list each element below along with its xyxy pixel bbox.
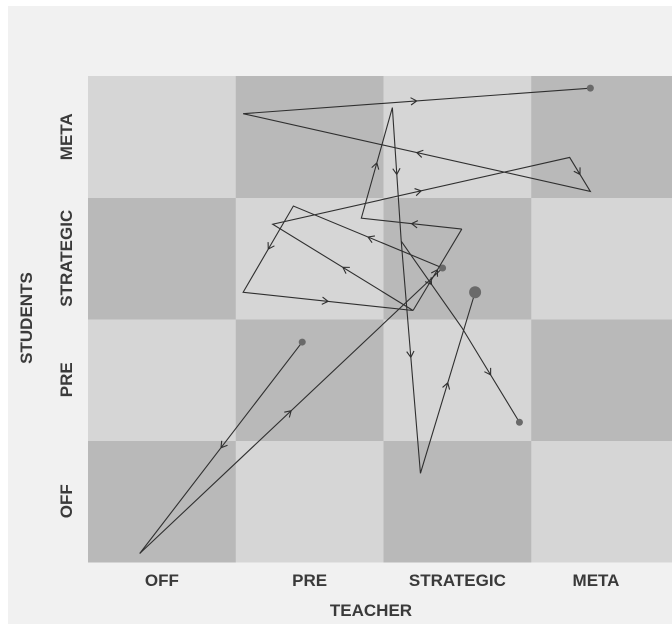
point-marker — [439, 264, 447, 272]
series-line — [400, 240, 520, 423]
direction-arrow — [410, 97, 418, 106]
grid-cell-pre-pre — [235, 319, 384, 441]
grid-cell-strategic-meta — [383, 76, 532, 198]
point-marker — [469, 286, 482, 299]
direction-arrow — [573, 167, 581, 176]
point-marker — [298, 338, 306, 346]
direction-arrow — [410, 220, 419, 229]
direction-arrow — [220, 440, 228, 449]
y-tick-labels: OFF PRE STRATEGIC META — [57, 113, 76, 518]
direction-arrow — [321, 296, 330, 305]
series-line — [400, 241, 476, 474]
x-tick-label: PRE — [292, 571, 327, 590]
grid-cell-strategic-strategic — [383, 197, 532, 320]
x-tick-labels: OFF PRE STRATEGIC META — [145, 571, 620, 590]
grid-cell-meta-strategic — [531, 197, 672, 320]
grid-cell-off-off — [88, 440, 237, 563]
grid-cell-meta-off — [531, 440, 672, 563]
y-axis-title: STUDENTS — [17, 272, 36, 364]
series-path — [360, 107, 462, 242]
point-marker — [515, 418, 523, 426]
series-path — [400, 241, 482, 474]
direction-arrow — [414, 188, 423, 197]
direction-arrow — [341, 266, 350, 274]
grid-cell-meta-meta — [531, 76, 672, 198]
x-tick-label: OFF — [145, 571, 179, 590]
point-marker — [586, 84, 594, 92]
series-path — [242, 84, 594, 312]
grid-cell-off-strategic — [88, 197, 237, 320]
x-tick-label: STRATEGIC — [409, 571, 506, 590]
x-tick-label: META — [573, 571, 620, 590]
direction-arrow — [392, 167, 401, 176]
series-layer — [139, 84, 594, 554]
y-tick-label: META — [57, 113, 76, 160]
y-tick-label: OFF — [57, 484, 76, 518]
direction-arrow — [284, 410, 292, 418]
grid-cell-off-meta — [88, 76, 237, 198]
direction-arrow — [442, 381, 451, 390]
series-path — [139, 267, 443, 554]
direction-arrow — [406, 350, 415, 359]
x-axis-title: TEACHER — [330, 601, 412, 620]
grid-cell-off-pre — [88, 319, 237, 441]
direction-arrow — [430, 268, 439, 277]
direction-arrow — [424, 277, 433, 286]
checkerboard-grid — [88, 76, 672, 563]
series-path — [139, 338, 306, 554]
y-tick-label: STRATEGIC — [57, 210, 76, 307]
series-path — [400, 240, 523, 426]
direction-arrow — [371, 161, 380, 170]
y-tick-label: PRE — [57, 362, 76, 397]
direction-arrow — [484, 367, 492, 376]
direction-arrow — [415, 149, 424, 158]
grid-cell-meta-pre — [531, 319, 672, 441]
series-line — [242, 87, 592, 312]
grid-cell-strategic-off — [383, 440, 532, 563]
grid-cell-strategic-pre — [383, 319, 532, 441]
series-path — [412, 228, 463, 311]
direction-arrow — [367, 235, 375, 243]
grid-cell-pre-meta — [235, 76, 384, 198]
grid-cell-pre-off — [235, 440, 384, 563]
direction-arrow — [267, 242, 275, 251]
